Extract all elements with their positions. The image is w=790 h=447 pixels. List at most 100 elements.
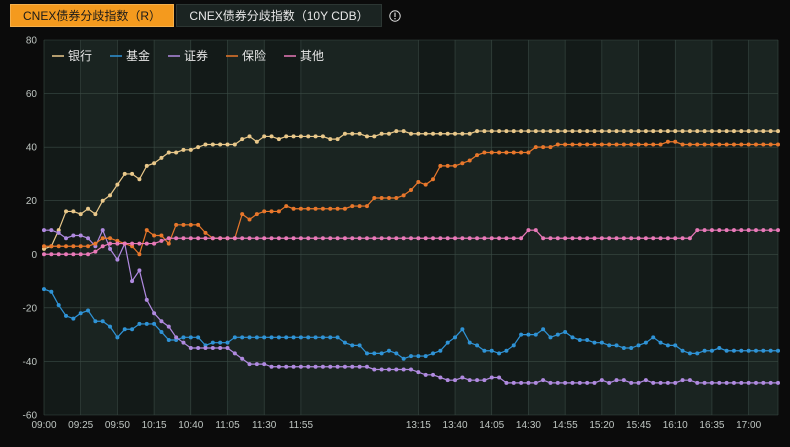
series-point xyxy=(174,150,179,155)
series-point xyxy=(607,129,612,134)
series-point xyxy=(702,380,707,385)
y-tick-label: -40 xyxy=(23,357,38,368)
plot-band xyxy=(80,40,118,415)
series-point xyxy=(548,335,553,340)
series-point xyxy=(100,244,105,249)
series-point xyxy=(489,236,494,241)
series-1 xyxy=(42,287,780,361)
series-point xyxy=(475,153,480,158)
series-point xyxy=(585,338,590,342)
series-point xyxy=(130,241,135,246)
series-point xyxy=(152,311,157,316)
series-point xyxy=(115,257,120,262)
series-point xyxy=(152,321,157,326)
series-point xyxy=(115,241,120,246)
series-point xyxy=(753,348,758,353)
series-point xyxy=(379,351,384,356)
series-point xyxy=(563,380,568,385)
series-point xyxy=(225,236,230,241)
series-point xyxy=(453,236,458,241)
series-point xyxy=(335,236,340,241)
series-point xyxy=(651,142,656,147)
legend-item[interactable]: 其他 xyxy=(284,49,324,63)
series-point xyxy=(673,380,678,385)
x-tick-label: 13:40 xyxy=(443,420,468,431)
series-point xyxy=(203,346,208,351)
series-point xyxy=(761,142,766,147)
series-point xyxy=(108,246,113,251)
series-point xyxy=(100,319,105,324)
series-point xyxy=(423,131,428,136)
y-tick-label: 40 xyxy=(26,143,38,154)
series-point xyxy=(372,134,377,139)
series-point xyxy=(438,163,443,168)
series-point xyxy=(240,356,245,361)
series-point xyxy=(379,367,384,372)
series-point xyxy=(394,129,399,134)
series-point xyxy=(306,206,311,211)
series-point xyxy=(49,252,54,257)
series-point xyxy=(386,236,391,241)
series-point xyxy=(460,161,465,166)
series-2 xyxy=(42,228,780,385)
series-point xyxy=(592,380,597,385)
y-tick-label: -20 xyxy=(23,303,38,314)
series-point xyxy=(680,129,685,134)
series-point xyxy=(621,236,626,241)
series-point xyxy=(570,380,575,385)
x-tick-label: 10:15 xyxy=(142,420,167,431)
series-point xyxy=(262,209,267,214)
series-point xyxy=(548,236,553,241)
series-point xyxy=(262,335,267,340)
series-point xyxy=(431,177,436,182)
series-point xyxy=(570,129,575,134)
plot-band xyxy=(675,40,712,415)
series-point xyxy=(364,351,369,356)
series-point xyxy=(460,327,465,332)
legend-item[interactable]: 证券 xyxy=(168,48,208,63)
series-point xyxy=(658,380,663,385)
series-point xyxy=(203,230,208,235)
legend-item[interactable]: 保险 xyxy=(226,48,266,63)
series-point xyxy=(409,354,413,359)
legend-item[interactable]: 银行 xyxy=(52,49,92,63)
series-point xyxy=(320,364,325,369)
series-point xyxy=(49,244,54,249)
x-tick-label: 11:55 xyxy=(289,420,314,431)
series-point xyxy=(585,380,590,385)
series-point xyxy=(497,150,502,155)
x-tick-label: 11:30 xyxy=(252,420,277,431)
series-point xyxy=(709,348,714,353)
series-point xyxy=(152,241,157,246)
legend-label: 基金 xyxy=(126,48,150,63)
series-point xyxy=(717,346,722,351)
series-point xyxy=(753,228,758,233)
series-point xyxy=(64,313,69,318)
series-point xyxy=(401,367,406,372)
series-point xyxy=(144,228,149,233)
series-point xyxy=(541,378,546,383)
tab-divergence-index-10y-cdb[interactable]: CNEX债券分歧指数（10Y CDB） xyxy=(176,4,382,27)
series-point xyxy=(687,236,692,241)
series-point xyxy=(144,321,149,326)
series-point xyxy=(497,129,502,134)
series-point xyxy=(394,196,399,201)
series-point xyxy=(467,378,472,383)
legend-label: 证券 xyxy=(184,48,208,63)
series-point xyxy=(409,367,413,372)
y-tick-label: 60 xyxy=(26,89,38,100)
series-point xyxy=(394,367,399,372)
legend-item[interactable]: 基金 xyxy=(110,48,150,63)
series-point xyxy=(651,335,656,340)
series-point xyxy=(306,335,311,340)
series-point xyxy=(320,134,325,139)
series-point xyxy=(364,204,369,209)
tab-divergence-index-r[interactable]: CNEX债券分歧指数（R） xyxy=(10,4,174,27)
series-point xyxy=(181,340,186,345)
series-point xyxy=(577,129,582,134)
info-circle-icon[interactable] xyxy=(389,10,401,22)
series-point xyxy=(746,380,751,385)
series-point xyxy=(108,193,113,198)
series-point xyxy=(724,380,729,385)
series-point xyxy=(181,147,186,152)
